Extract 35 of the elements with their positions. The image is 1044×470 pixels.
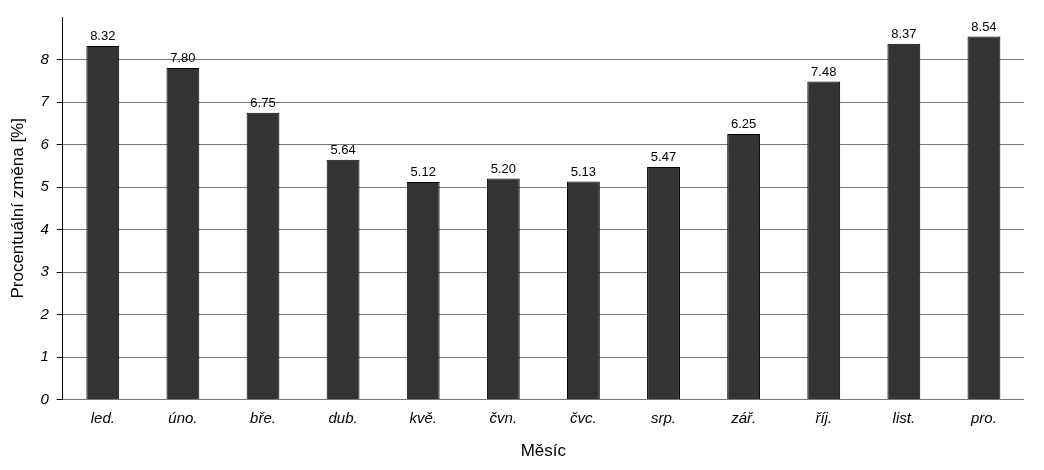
x-tick-label: úno. — [168, 408, 198, 426]
x-axis-title: Měsíc — [520, 441, 567, 461]
y-tick-label: 4 — [40, 219, 49, 237]
y-axis-title: Procentuální změna [%] — [7, 118, 27, 299]
y-tick-label: 0 — [40, 389, 50, 407]
data-label: 7.80 — [170, 50, 196, 66]
data-label: 8.37 — [891, 25, 917, 41]
y-tick-label: 1 — [40, 347, 49, 365]
y-tick-label: 7 — [40, 92, 50, 110]
data-label: 6.25 — [730, 115, 757, 131]
x-tick-label: led. — [90, 408, 115, 426]
data-label: 5.13 — [570, 163, 597, 179]
y-tick-label: 2 — [39, 304, 50, 322]
x-tick-label: čvn. — [489, 408, 518, 426]
x-tick-label: říj. — [815, 408, 833, 426]
x-tick-label: kvě. — [409, 408, 437, 426]
x-tick-label: zář. — [730, 408, 757, 426]
y-tick-label: 3 — [40, 262, 50, 280]
x-tick-label: čvc. — [570, 408, 597, 426]
data-label: 8.54 — [971, 18, 997, 34]
data-label: 7.48 — [811, 63, 837, 79]
data-label: 5.20 — [490, 160, 516, 176]
x-tick-label: bře. — [250, 408, 276, 426]
data-label: 6.75 — [250, 94, 276, 110]
x-tick-label: list. — [892, 408, 916, 426]
data-label: 5.12 — [410, 164, 436, 180]
y-tick-label: 8 — [40, 49, 50, 67]
data-label: 5.64 — [330, 141, 356, 157]
data-label: 8.32 — [90, 27, 116, 43]
x-tick-label: dub. — [328, 408, 358, 426]
x-tick-label: srp. — [651, 408, 677, 426]
y-tick-label: 6 — [40, 134, 50, 152]
x-tick-label: pro. — [970, 408, 997, 426]
y-tick-label: 5 — [40, 177, 50, 195]
data-label: 5.47 — [650, 149, 677, 165]
